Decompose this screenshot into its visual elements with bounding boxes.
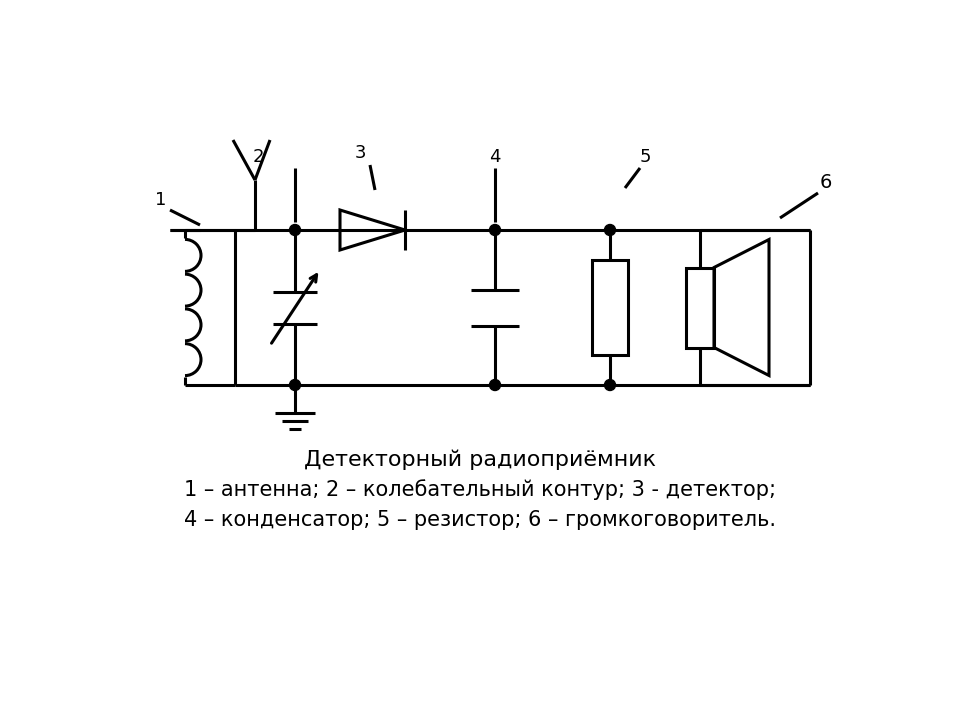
Text: Детекторный радиоприёмник: Детекторный радиоприёмник xyxy=(304,450,656,470)
Circle shape xyxy=(490,225,500,235)
Circle shape xyxy=(605,379,615,390)
Text: 1 – антенна; 2 – колебательный контур; 3 - детектор;: 1 – антенна; 2 – колебательный контур; 3… xyxy=(184,480,776,500)
Circle shape xyxy=(605,225,615,235)
Text: 2: 2 xyxy=(252,148,264,166)
Text: 6: 6 xyxy=(820,173,832,192)
Text: 5: 5 xyxy=(639,148,651,166)
Text: 1: 1 xyxy=(155,191,166,209)
Text: 4 – конденсатор; 5 – резистор; 6 – громкоговоритель.: 4 – конденсатор; 5 – резистор; 6 – громк… xyxy=(184,510,776,530)
Circle shape xyxy=(290,225,300,235)
Circle shape xyxy=(490,379,500,390)
Bar xyxy=(592,260,628,355)
Text: 3: 3 xyxy=(354,144,366,162)
Text: 4: 4 xyxy=(490,148,501,166)
Circle shape xyxy=(290,379,300,390)
Bar xyxy=(686,268,714,348)
